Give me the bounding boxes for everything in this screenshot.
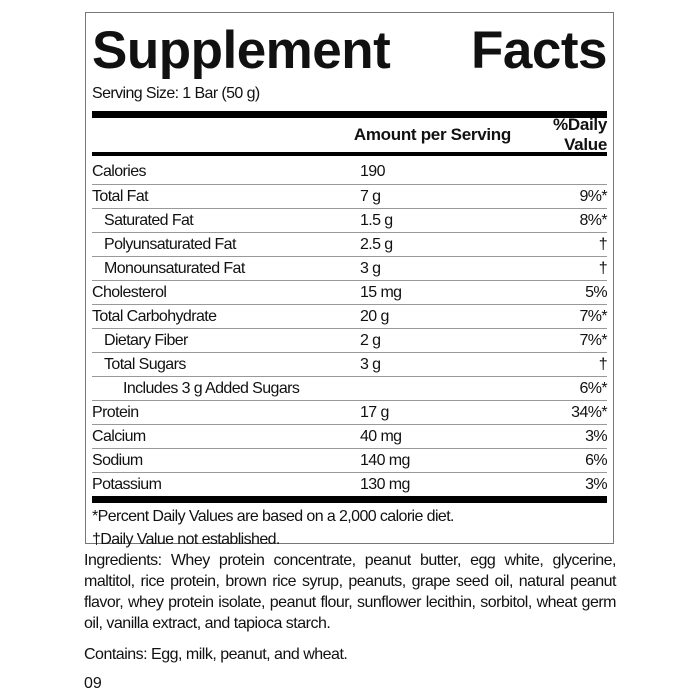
footnote: *Percent Daily Values are based on a 2,0… xyxy=(92,508,455,525)
footnote: †Daily Value not established. xyxy=(92,531,280,548)
nutrient-dv: 6%* xyxy=(579,379,607,397)
serving-size: Serving Size: 1 Bar (50 g) xyxy=(92,85,260,102)
nutrient-amount: 17 g xyxy=(360,403,389,421)
nutrient-table: Calories 190 Total Fat 7 g 9%* Saturated Fat 1… xyxy=(92,156,608,496)
nutrient-row: Total Fat 7 g 9%* xyxy=(92,185,608,209)
nutrient-name: Polyunsaturated Fat xyxy=(104,235,236,253)
nutrient-name: Total Carbohydrate xyxy=(92,307,217,325)
nutrient-amount: 15 mg xyxy=(360,283,402,301)
nutrient-dv: 5% xyxy=(585,283,608,301)
nutrient-name: Calcium xyxy=(92,427,146,445)
medium-divider xyxy=(92,152,607,156)
nutrient-amount: 1.5 g xyxy=(360,211,393,229)
title-word: Facts xyxy=(471,21,607,80)
nutrient-row: Calories 190 xyxy=(92,156,607,185)
thick-divider xyxy=(92,111,607,118)
nutrient-amount: 40 mg xyxy=(360,427,402,445)
footnotes: *Percent Daily Values are based on a 2,0… xyxy=(92,505,607,551)
title-word: Supplement xyxy=(92,21,391,80)
nutrient-amount: 2.5 g xyxy=(360,235,393,253)
nutrient-amount: 3 g xyxy=(360,259,381,277)
nutrient-row: Total Carbohydrate 20 g 7%* xyxy=(92,305,608,329)
dv-header: %Daily Value xyxy=(553,115,607,154)
nutrient-name: Includes 3 g Added Sugars xyxy=(123,379,300,397)
nutrient-dv: 3% xyxy=(585,475,608,493)
nutrient-dv: † xyxy=(598,259,608,277)
nutrient-amount: 190 xyxy=(360,163,386,180)
nutrient-name: Total Sugars xyxy=(104,355,186,373)
nutrient-row: Monounsaturated Fat 3 g † xyxy=(92,257,608,281)
nutrient-row: Cholesterol 15 mg 5% xyxy=(92,281,608,305)
supplement-facts-panel: Supplement Facts Serving Size: 1 Bar (50… xyxy=(85,12,614,548)
nutrient-dv: 8%* xyxy=(579,211,607,229)
product-code: 09 xyxy=(84,675,102,692)
nutrient-name: Total Fat xyxy=(92,187,149,205)
nutrient-amount: 20 g xyxy=(360,307,389,325)
nutrient-dv: 7%* xyxy=(579,331,607,349)
nutrient-row: Includes 3 g Added Sugars 6%* xyxy=(92,377,608,401)
nutrient-row: Sodium 140 mg 6% xyxy=(92,449,608,473)
nutrient-name: Dietary Fiber xyxy=(104,331,188,349)
nutrient-row: Protein 17 g 34%* xyxy=(92,401,608,425)
nutrient-dv: † xyxy=(598,235,608,253)
thick-divider xyxy=(92,496,607,503)
nutrient-dv: 9%* xyxy=(579,187,607,205)
nutrient-name: Monounsaturated Fat xyxy=(104,259,245,277)
nutrient-name: Cholesterol xyxy=(92,283,167,301)
nutrient-dv: † xyxy=(598,355,608,373)
amount-header: Amount per Serving xyxy=(353,125,511,144)
nutrient-amount: 3 g xyxy=(360,355,381,373)
ingredients: Ingredients: Whey protein concentrate, p… xyxy=(84,552,617,632)
nutrient-name: Potassium xyxy=(92,475,162,493)
nutrient-name: Saturated Fat xyxy=(104,211,194,229)
nutrient-dv: 34%* xyxy=(571,403,607,421)
allergen-statement: Contains: Egg, milk, peanut, and wheat. xyxy=(84,646,348,663)
nutrient-row: Dietary Fiber 2 g 7%* xyxy=(92,329,608,353)
nutrient-name: Protein xyxy=(92,403,139,421)
nutrient-amount: 7 g xyxy=(360,187,381,205)
nutrient-row: Potassium 130 mg 3% xyxy=(92,473,608,496)
nutrient-row: Saturated Fat 1.5 g 8%* xyxy=(92,209,608,233)
nutrient-dv: 6% xyxy=(585,451,608,469)
nutrient-name: Sodium xyxy=(92,451,143,469)
nutrient-row: Polyunsaturated Fat 2.5 g † xyxy=(92,233,608,257)
nutrient-dv: 7%* xyxy=(579,307,607,325)
nutrient-row: Calcium 40 mg 3% xyxy=(92,425,608,449)
column-header: Amount per Serving %Daily Value xyxy=(92,115,607,154)
nutrient-amount: 2 g xyxy=(360,331,381,349)
nutrient-amount: 130 mg xyxy=(360,475,410,493)
nutrient-row: Total Sugars 3 g † xyxy=(92,353,608,377)
nutrient-amount: 140 mg xyxy=(360,451,410,469)
nutrient-dv: 3% xyxy=(585,427,608,445)
panel-title: Supplement Facts xyxy=(92,23,607,79)
nutrient-name: Calories xyxy=(92,163,146,180)
